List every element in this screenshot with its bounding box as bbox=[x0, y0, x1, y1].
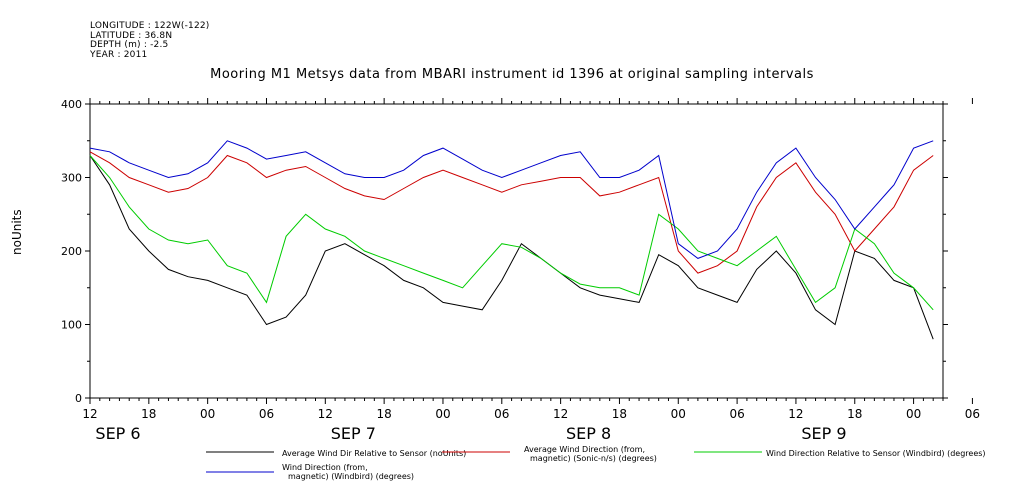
day-label: SEP 9 bbox=[801, 424, 846, 443]
legend-label-3: Wind Direction Relative to Sensor (Windb… bbox=[766, 449, 986, 458]
x-tick-label: 06 bbox=[494, 407, 509, 421]
series-line-2 bbox=[89, 151, 934, 274]
x-tick-label: 18 bbox=[376, 407, 391, 421]
y-tick-label: 100 bbox=[61, 319, 82, 332]
legend-label-1: Average Wind Dir Relative to Sensor (noU… bbox=[282, 449, 466, 458]
day-label: SEP 7 bbox=[331, 424, 376, 443]
x-tick-label: 18 bbox=[847, 407, 862, 421]
x-tick-label: 00 bbox=[200, 407, 215, 421]
y-tick-label: 200 bbox=[61, 245, 82, 258]
metadata-block: LONGITUDE : 122W(-122) LATITUDE : 36.8N … bbox=[90, 21, 210, 60]
x-tick-label: 18 bbox=[612, 407, 627, 421]
x-tick-label: 06 bbox=[259, 407, 274, 421]
chart-title: Mooring M1 Metsys data from MBARI instru… bbox=[210, 67, 814, 82]
x-tick-label: 00 bbox=[906, 407, 921, 421]
legend-label-4: Wind Direction (from, magnetic) (Windbird… bbox=[282, 463, 414, 481]
x-tick-label: 12 bbox=[318, 407, 333, 421]
series-line-4 bbox=[89, 140, 934, 259]
y-tick-label: 0 bbox=[75, 392, 82, 405]
year-text: YEAR : 2011 bbox=[90, 49, 148, 60]
x-tick-label: 12 bbox=[553, 407, 568, 421]
y-tick-label: 400 bbox=[61, 98, 82, 111]
day-label: SEP 6 bbox=[95, 424, 140, 443]
y-tick-label: 300 bbox=[61, 172, 82, 185]
x-tick-label: 06 bbox=[965, 407, 980, 421]
latitude-text: LATITUDE : 36.8N bbox=[90, 30, 173, 41]
longitude-text: LONGITUDE : 122W(-122) bbox=[90, 21, 210, 31]
x-tick-label: 00 bbox=[435, 407, 450, 421]
plot-frame bbox=[89, 103, 944, 399]
series-line-3 bbox=[89, 155, 934, 311]
depth-text: DEPTH (m) : -2.5 bbox=[90, 40, 169, 50]
x-tick-label: 06 bbox=[729, 407, 744, 421]
x-tick-label: 18 bbox=[141, 407, 156, 421]
x-tick-label: 00 bbox=[671, 407, 686, 421]
x-tick-label: 12 bbox=[82, 407, 97, 421]
x-tick-label: 12 bbox=[788, 407, 803, 421]
series-line-1 bbox=[89, 155, 934, 340]
day-label: SEP 8 bbox=[566, 424, 611, 443]
legend-label-2: Average Wind Direction (from, magnetic) (… bbox=[524, 445, 657, 463]
